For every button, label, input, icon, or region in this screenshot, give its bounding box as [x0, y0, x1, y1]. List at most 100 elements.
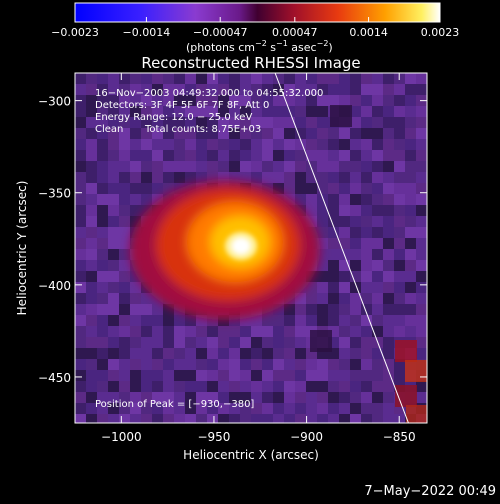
image-pixel: [405, 249, 416, 260]
image-pixel: [229, 128, 240, 139]
image-pixel: [119, 161, 130, 172]
image-pixel: [152, 150, 163, 161]
image-pixel: [163, 381, 174, 392]
image-pixel: [372, 260, 383, 271]
image-pixel: [86, 150, 97, 161]
image-pixel: [361, 128, 372, 139]
image-pixel: [262, 359, 273, 370]
y-axis-ticks: −300 −350 −400 −450: [38, 95, 427, 385]
y-axis-label: Heliocentric Y (arcsec): [15, 181, 29, 316]
image-pixel: [339, 172, 350, 183]
image-pixel: [284, 315, 295, 326]
image-pixel: [229, 315, 240, 326]
image-pixel: [328, 139, 339, 150]
image-pixel: [130, 205, 141, 216]
image-pixel: [163, 348, 174, 359]
image-pixel: [196, 326, 207, 337]
colorbar-tick-label: −0.0023: [51, 26, 99, 39]
image-pixel: [372, 348, 383, 359]
image-pixel: [130, 392, 141, 403]
image-pixel: [229, 95, 240, 106]
image-pixel: [75, 106, 86, 117]
image-pixel: [372, 150, 383, 161]
image-pixel: [405, 84, 416, 95]
image-pixel: [394, 106, 405, 117]
image-pixel: [141, 150, 152, 161]
image-pixel: [97, 216, 108, 227]
y-tick-label: −350: [38, 187, 71, 201]
image-pixel: [108, 370, 119, 381]
image-pixel: [152, 161, 163, 172]
image-pixel: [240, 150, 251, 161]
image-pixel: [295, 304, 306, 315]
image-pixel: [119, 348, 130, 359]
image-pixel: [163, 95, 174, 106]
image-pixel: [218, 370, 229, 381]
image-pixel: [75, 282, 86, 293]
image-pixel: [97, 403, 108, 414]
image-pixel: [328, 359, 339, 370]
image-pixel: [207, 392, 218, 403]
image-pixel: [130, 304, 141, 315]
image-pixel: [240, 106, 251, 117]
image-pixel: [383, 337, 394, 348]
image-pixel: [196, 359, 207, 370]
image-pixel: [262, 172, 273, 183]
image-pixel: [108, 194, 119, 205]
image-pixel: [284, 139, 295, 150]
image-pixel: [185, 73, 196, 84]
image-pixel: [284, 381, 295, 392]
image-pixel: [97, 205, 108, 216]
image-pixel: [119, 403, 130, 414]
image-pixel: [372, 161, 383, 172]
image-pixel: [251, 348, 262, 359]
image-pixel: [295, 403, 306, 414]
image-pixel: [185, 139, 196, 150]
colorbar: [74, 2, 441, 23]
image-pixel: [174, 172, 185, 183]
image-pixel: [207, 326, 218, 337]
image-pixel: [416, 84, 427, 95]
image-pixel: [86, 117, 97, 128]
image-pixel: [207, 337, 218, 348]
image-pixel: [141, 139, 152, 150]
image-pixel: [130, 161, 141, 172]
image-pixel: [251, 315, 262, 326]
image-pixel: [75, 128, 86, 139]
image-pixel: [339, 282, 350, 293]
image-pixel: [108, 249, 119, 260]
image-pixel: [350, 84, 361, 95]
image-pixel: [207, 150, 218, 161]
image-pixel: [394, 359, 405, 370]
image-pixel: [273, 326, 284, 337]
image-pixel: [273, 359, 284, 370]
image-pixel: [108, 139, 119, 150]
image-pixel: [317, 95, 328, 106]
image-pixel: [416, 216, 427, 227]
image-pixel: [240, 95, 251, 106]
image-pixel: [163, 73, 174, 84]
image-pixel: [350, 370, 361, 381]
image-pixel: [86, 216, 97, 227]
image-pixel: [218, 359, 229, 370]
image-pixel: [262, 150, 273, 161]
image-pixel: [328, 150, 339, 161]
image-pixel: [229, 73, 240, 84]
image-pixel: [130, 194, 141, 205]
image-pixel: [130, 414, 141, 423]
image-pixel: [251, 403, 262, 414]
image-pixel: [350, 403, 361, 414]
image-pixel: [75, 172, 86, 183]
image-pixel: [306, 172, 317, 183]
image-pixel: [361, 238, 372, 249]
image-pixel: [97, 304, 108, 315]
image-pixel: [141, 370, 152, 381]
image-pixel: [119, 359, 130, 370]
image-pixel: [119, 84, 130, 95]
image-pixel: [350, 249, 361, 260]
image-pixel: [86, 392, 97, 403]
image-pixel: [75, 315, 86, 326]
image-pixel: [361, 260, 372, 271]
image-pixel: [284, 161, 295, 172]
image-pixel: [119, 106, 130, 117]
